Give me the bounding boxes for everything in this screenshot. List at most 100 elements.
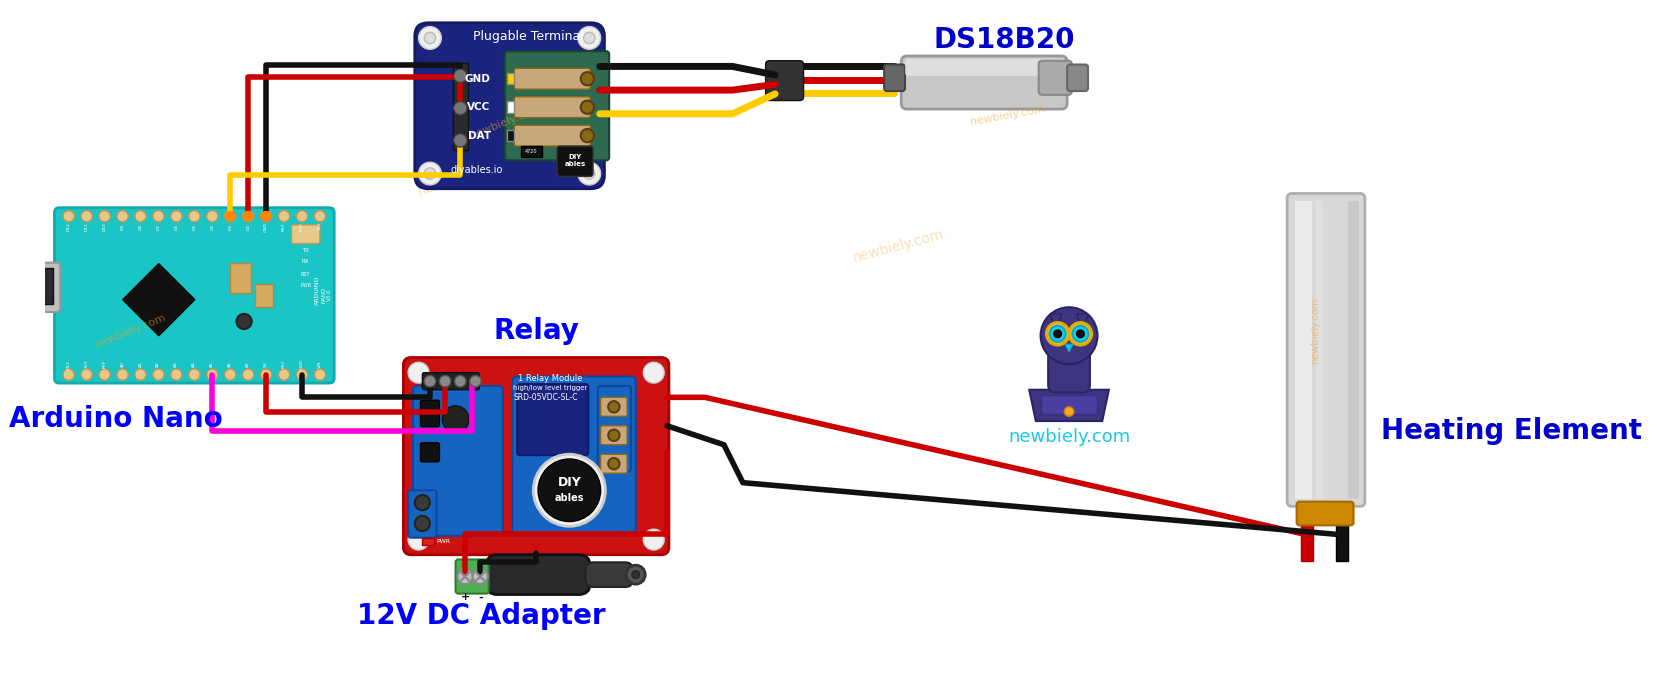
Circle shape [81,369,93,381]
Circle shape [424,376,436,387]
Circle shape [315,210,325,222]
FancyBboxPatch shape [1296,502,1352,526]
FancyBboxPatch shape [421,443,439,462]
Text: A7: A7 [245,361,250,367]
FancyBboxPatch shape [517,384,588,455]
Text: VCC: VCC [467,102,490,112]
Text: A1: A1 [139,361,143,367]
FancyBboxPatch shape [600,454,626,473]
Circle shape [608,401,620,413]
Text: newbiely.com: newbiely.com [467,104,542,141]
FancyBboxPatch shape [1037,61,1070,95]
FancyBboxPatch shape [512,376,635,536]
Text: 5V: 5V [263,361,268,367]
Circle shape [242,369,254,381]
Circle shape [583,168,595,179]
Text: GND: GND [300,359,303,369]
Polygon shape [1029,390,1109,421]
Circle shape [608,429,620,441]
Circle shape [1046,323,1069,345]
FancyBboxPatch shape [408,490,436,537]
FancyBboxPatch shape [292,224,320,244]
Text: 4720: 4720 [525,149,537,154]
Text: Relay: Relay [492,317,578,345]
Circle shape [631,571,640,579]
Text: ARDUINO: ARDUINO [315,275,320,305]
FancyBboxPatch shape [600,397,626,416]
FancyBboxPatch shape [883,65,905,91]
Circle shape [539,459,600,521]
Circle shape [1075,330,1084,337]
Text: D6: D6 [174,224,179,229]
Text: RX: RX [302,259,310,264]
Circle shape [442,406,469,432]
Text: newbiely.com: newbiely.com [969,105,1046,128]
Circle shape [207,210,217,222]
Text: PWR: PWR [300,283,312,288]
Circle shape [225,211,235,221]
Circle shape [424,32,436,44]
Circle shape [418,162,441,185]
Text: DIY: DIY [557,476,582,489]
Bar [1041,395,1097,415]
Circle shape [171,210,182,222]
Circle shape [1069,323,1092,345]
FancyBboxPatch shape [456,560,489,594]
Circle shape [278,210,290,222]
Circle shape [244,211,254,221]
Circle shape [408,362,429,383]
Circle shape [454,102,467,115]
Text: A3: A3 [174,361,179,367]
Text: newbiely.com: newbiely.com [850,227,944,265]
Circle shape [414,516,429,531]
Circle shape [1054,330,1060,337]
Circle shape [116,369,128,381]
Circle shape [134,369,146,381]
Circle shape [583,32,595,44]
Text: PWR: PWR [436,539,451,544]
Text: A5: A5 [210,361,214,367]
Circle shape [152,369,164,381]
Circle shape [643,362,664,383]
Circle shape [237,314,252,329]
Circle shape [260,369,272,381]
Text: 1 Relay Module: 1 Relay Module [519,374,582,383]
Text: TX1: TX1 [318,222,321,231]
Circle shape [578,26,600,49]
Text: NANO
V3.0: NANO V3.0 [321,286,331,303]
Text: Heating Element: Heating Element [1380,417,1642,445]
FancyBboxPatch shape [905,59,1064,76]
Text: D7: D7 [156,224,161,229]
Text: DS18B20: DS18B20 [933,26,1075,54]
Circle shape [457,569,472,584]
FancyBboxPatch shape [514,125,590,146]
Circle shape [315,369,325,381]
FancyBboxPatch shape [423,373,479,390]
FancyBboxPatch shape [514,68,590,89]
Text: RST: RST [282,360,287,368]
Text: D11: D11 [85,222,88,231]
Text: -: - [477,592,482,602]
Text: TX: TX [302,248,310,253]
Text: D13: D13 [66,360,71,369]
Circle shape [454,376,466,387]
FancyBboxPatch shape [413,386,502,536]
Circle shape [534,454,605,526]
Circle shape [408,529,429,550]
Text: D5: D5 [192,224,196,230]
Text: REF: REF [103,360,106,368]
Circle shape [578,162,600,185]
Bar [452,63,467,150]
Bar [230,263,250,293]
Circle shape [260,210,272,222]
Text: RST: RST [302,272,310,277]
Text: GND: GND [464,74,490,84]
Circle shape [1049,325,1065,342]
Bar [1347,201,1359,499]
Circle shape [580,100,593,114]
FancyBboxPatch shape [25,263,60,312]
Circle shape [454,134,467,147]
Text: D8: D8 [139,224,143,229]
FancyBboxPatch shape [585,562,633,587]
Circle shape [262,211,270,221]
